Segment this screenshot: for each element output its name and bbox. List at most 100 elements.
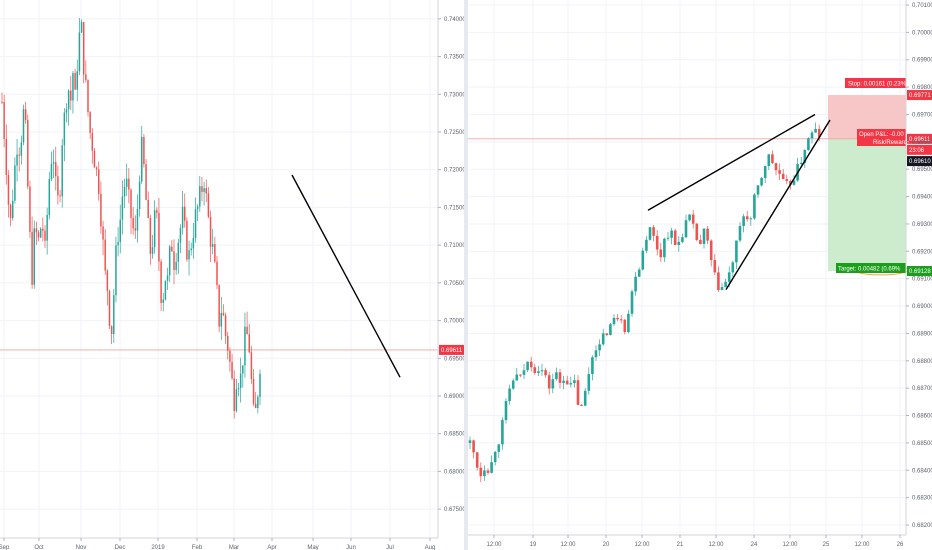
candle-body [771, 154, 774, 164]
left-candlestick-chart[interactable]: 0.69611 0.74000 0.73500 0.73000 0.72500 0.720… [0, 0, 464, 550]
right-chart-pane[interactable]: Stop: 0.00161 (0.23% Open P&L: -0.00 Risk/… [468, 0, 932, 550]
y-tick-label: 0.70000 [444, 319, 464, 325]
x-tick-label: 21 [677, 542, 684, 548]
y-tick-label: 0.69200 [912, 249, 932, 255]
candle-body [511, 380, 515, 389]
candle-body [695, 223, 699, 241]
time-badge [907, 144, 932, 155]
candle-body [551, 379, 555, 389]
candle-body [33, 228, 35, 285]
y-tick-label: 0.69900 [912, 58, 932, 64]
candle-body [205, 188, 207, 194]
target-price-badge [907, 266, 932, 277]
candle-body [209, 216, 212, 247]
pnl-label-box [857, 129, 906, 146]
candle-body [16, 154, 18, 166]
candle-body [601, 333, 605, 345]
candle-body [119, 219, 121, 243]
candle-body [72, 73, 74, 101]
y-tick-label: 0.73500 [444, 55, 464, 61]
candle-body [24, 109, 27, 120]
target-label-text: Target: 0.00482 (0.69% [838, 267, 901, 273]
candle-body [123, 186, 126, 197]
x-axis[interactable]: Sep Oct Nov Dec 2019 Feb Mar Apr May Jun Jul Aug [0, 537, 438, 550]
candle-body [143, 136, 145, 165]
wedge-lower-line[interactable] [725, 119, 831, 290]
y-tick-label: 0.68500 [444, 432, 464, 438]
candle-body [128, 178, 130, 190]
y-tick-label: 0.69100 [912, 277, 932, 283]
x-tick-label: 12:00 [782, 542, 798, 548]
candle-body [522, 370, 526, 375]
candle-body [104, 239, 106, 271]
x-tick-label: 19 [530, 542, 537, 548]
x-tick-label: 25 [823, 542, 830, 548]
candle-body [529, 361, 533, 368]
candle-body [799, 162, 803, 164]
take-profit-zone[interactable] [828, 138, 906, 272]
left-chart-pane[interactable]: 0.69611 0.74000 0.73500 0.73000 0.72500 0.720… [0, 0, 464, 550]
candle-body [670, 230, 673, 238]
y-axis[interactable]: 0.70100 0.70000 0.69900 0.69800 0.69700 0.696… [905, 0, 932, 535]
candle-body [55, 162, 57, 177]
candle-body [681, 237, 684, 242]
candle-body [91, 133, 94, 151]
candle-body [562, 380, 565, 383]
stop-price-badge-text: 0.69771 [909, 93, 931, 99]
candle-body [655, 235, 659, 250]
y-tick-label: 0.70100 [912, 3, 932, 9]
pnl-label-text: Open P&L: -0.00 [859, 132, 904, 138]
candle-body [706, 228, 709, 241]
candle-body [630, 291, 634, 314]
candle-body [781, 173, 785, 180]
downtrend-line[interactable] [291, 174, 401, 378]
candle-body [749, 218, 753, 220]
candle-body [50, 163, 53, 180]
candle-body [162, 299, 164, 303]
candle-body [147, 199, 149, 218]
candle-body [753, 194, 756, 219]
candle-body [100, 193, 102, 227]
right-candlestick-chart[interactable]: Stop: 0.00161 (0.23% Open P&L: -0.00 Risk/… [468, 0, 932, 550]
candle-body [533, 367, 537, 373]
candle-body [136, 208, 139, 231]
candle-body [156, 210, 158, 213]
candle-body [598, 344, 601, 351]
candle-body [713, 260, 717, 273]
candle-body [724, 281, 727, 288]
candle-body [244, 326, 246, 366]
candle-body [486, 470, 490, 473]
pane-divider[interactable] [464, 0, 468, 550]
y-tick-label: 0.69800 [912, 85, 932, 91]
candle-body [242, 365, 244, 374]
candle-body [547, 375, 551, 389]
candle-body [98, 169, 100, 194]
candle-body [641, 250, 645, 270]
candle-body [727, 272, 731, 282]
candle-body [211, 244, 214, 247]
candle-body [540, 370, 544, 372]
candle-body [14, 165, 16, 201]
candle-body [171, 246, 173, 252]
candle-body [623, 319, 627, 333]
candle-body [222, 313, 225, 316]
candle-body [108, 290, 111, 326]
candle-body [138, 181, 141, 209]
x-tick-label: May [307, 545, 318, 550]
x-tick-label: 20 [603, 542, 610, 548]
wedge-upper-line[interactable] [647, 113, 816, 211]
candle-body [87, 80, 89, 113]
candle-body [583, 390, 587, 406]
target-label-box [836, 263, 906, 273]
candle-body [565, 380, 569, 385]
x-axis[interactable]: 12:00 19 12:00 20 12:00 21 12:00 24 12:00 25 12:00… [468, 534, 906, 548]
y-axis[interactable]: 0.74000 0.73500 0.73000 0.72500 0.72000 0.715… [437, 0, 464, 538]
candle-body [70, 90, 72, 101]
candle-body [717, 272, 720, 291]
candle-body [807, 138, 810, 151]
y-tick-label: 0.68400 [912, 468, 932, 474]
x-tick-label: Aug [425, 545, 436, 550]
candle-body [605, 333, 609, 335]
candle-body [691, 214, 695, 224]
candle-body [609, 324, 612, 335]
